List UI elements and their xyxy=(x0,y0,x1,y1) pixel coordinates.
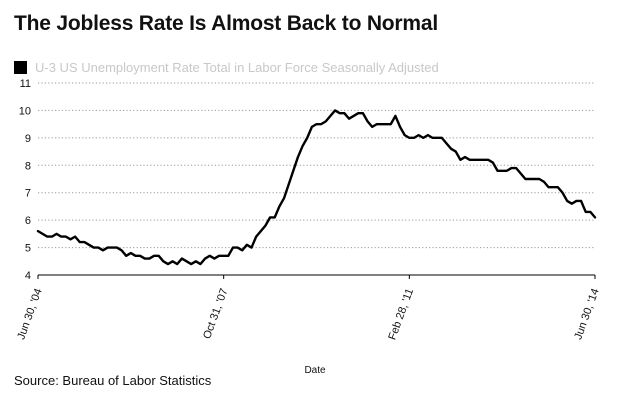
y-tick-label-11: 11 xyxy=(20,78,31,90)
y-tick-label-8: 8 xyxy=(25,160,31,172)
legend-label: U-3 US Unemployment Rate Total in Labor … xyxy=(35,60,439,75)
series-line-unemployment-rate xyxy=(36,109,597,266)
y-tick-label-10: 10 xyxy=(19,105,31,117)
x-tick-label-2: Feb 28, '11 xyxy=(386,287,416,342)
x-axis-ticks: Jun 30, '04 Oct 31, '07 Feb 28, '11 Jun 30,… xyxy=(15,275,602,342)
grid-lines xyxy=(38,82,595,249)
chart-legend: U-3 US Unemployment Rate Total in Labor … xyxy=(14,60,439,75)
series-layer xyxy=(36,109,597,266)
y-tick-label-4: 4 xyxy=(25,270,31,282)
y-tick-label-6: 6 xyxy=(25,215,31,227)
x-tick-label-0: Jun 30, '04 xyxy=(15,287,45,341)
legend-swatch xyxy=(14,61,27,74)
y-axis-ticks: 4 5 6 7 8 9 10 11 xyxy=(19,78,31,282)
x-tick-label-3: Jun 30, '14 xyxy=(572,287,602,341)
chart-title: The Jobless Rate Is Almost Back to Norma… xyxy=(14,12,438,35)
x-axis-label: Date xyxy=(304,365,326,376)
source-note: Source: Bureau of Labor Statistics xyxy=(14,373,212,388)
x-tick-label-1: Oct 31, '07 xyxy=(201,287,230,341)
y-tick-label-9: 9 xyxy=(25,133,31,145)
y-tick-label-7: 7 xyxy=(25,188,31,200)
y-tick-label-5: 5 xyxy=(25,243,31,255)
